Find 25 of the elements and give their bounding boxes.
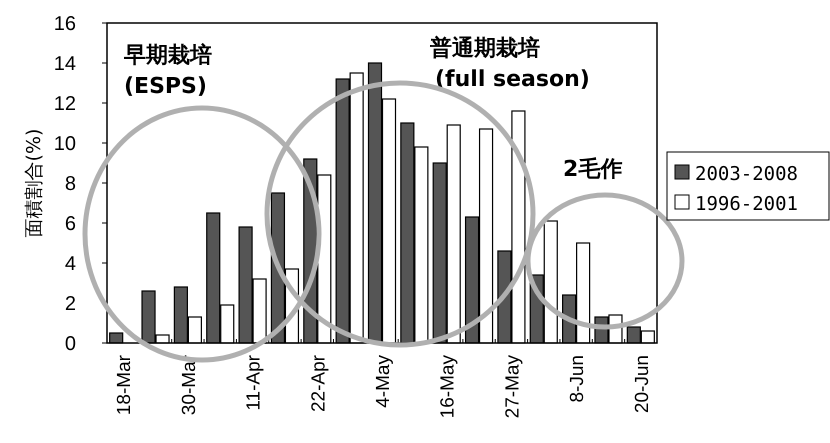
y-axis-title: 面積割合(%) bbox=[23, 128, 45, 238]
y-tick-label: 4 bbox=[64, 253, 76, 275]
annotation: 普通期栽培 bbox=[429, 35, 540, 61]
annotation: (ESPS) bbox=[124, 74, 207, 99]
x-tick-label: 11-Apr bbox=[244, 354, 265, 411]
x-tick-label: 18-Mar bbox=[114, 354, 136, 416]
y-tick-label: 0 bbox=[64, 333, 76, 355]
x-tick-label: 8-Jun bbox=[567, 355, 588, 403]
annotation: 2毛作 bbox=[563, 157, 622, 182]
legend-label: 2003-2008 bbox=[695, 163, 798, 185]
y-tick-label: 2 bbox=[64, 293, 76, 315]
y-tick-label: 14 bbox=[54, 53, 76, 75]
x-tick-label: 20-Jun bbox=[632, 355, 653, 414]
y-tick-label: 6 bbox=[64, 213, 76, 235]
x-tick-label: 4-May bbox=[373, 354, 394, 408]
annotation: (full season) bbox=[435, 67, 590, 92]
y-tick-label: 10 bbox=[54, 133, 76, 155]
legend-label: 1996-2001 bbox=[695, 193, 798, 215]
y-tick-label: 12 bbox=[54, 93, 76, 115]
x-tick-label: 22-Apr bbox=[308, 354, 330, 412]
y-tick-label: 8 bbox=[64, 173, 76, 195]
y-tick-label: 16 bbox=[54, 13, 76, 35]
annotation: 早期栽培 bbox=[123, 42, 212, 68]
x-tick-label: 27-May bbox=[502, 354, 524, 418]
x-tick-label: 16-May bbox=[438, 354, 459, 418]
